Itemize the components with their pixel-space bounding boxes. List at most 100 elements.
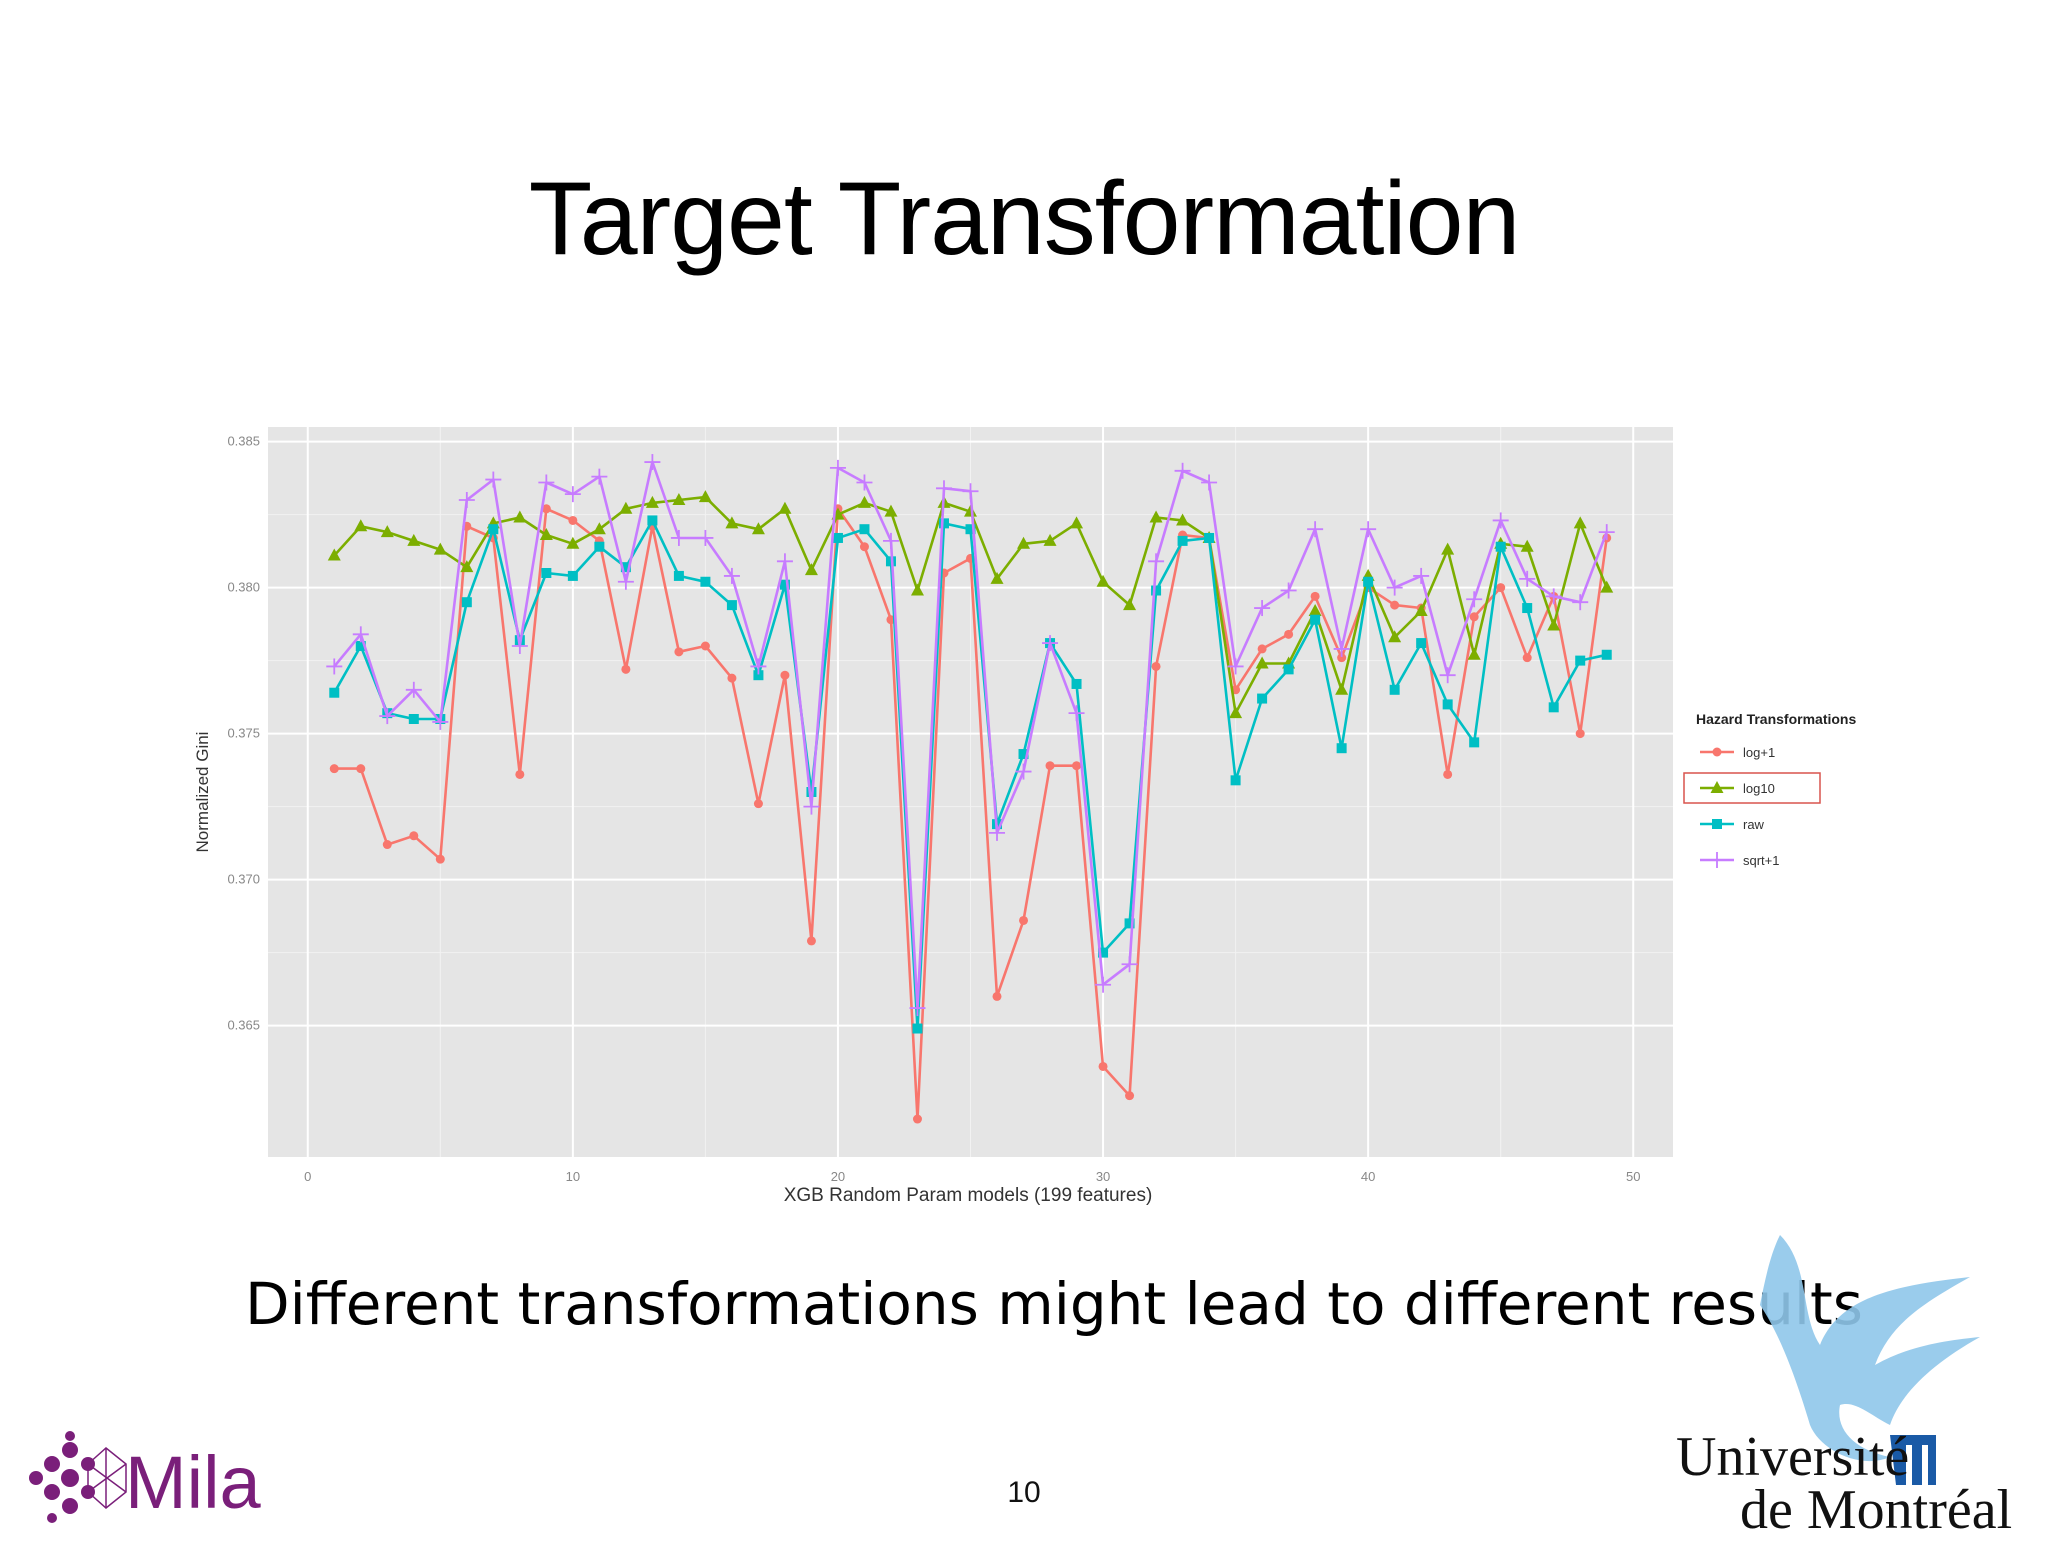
data-point (619, 501, 633, 514)
data-point (1230, 775, 1241, 786)
data-point (1333, 640, 1350, 657)
data-point (1151, 585, 1162, 596)
data-point (1441, 542, 1455, 555)
data-point (460, 560, 474, 573)
slide-title: Target Transformation (528, 161, 1521, 277)
y-axis-label: Normalized Gini (193, 732, 212, 853)
data-point (1442, 699, 1453, 710)
data-point (859, 542, 869, 552)
x-tick-label: 50 (1626, 1169, 1640, 1184)
data-point (909, 1000, 926, 1017)
data-point (1280, 582, 1297, 599)
legend-marker (1710, 781, 1724, 793)
data-point (1098, 947, 1109, 958)
data-point (1227, 658, 1244, 675)
y-axis-ticks: 0.365 0.370 0.375 0.380 0.385 (227, 434, 260, 1033)
data-point (1201, 474, 1218, 491)
data-point (1388, 630, 1402, 643)
legend-marker (1712, 747, 1722, 757)
data-point (1043, 533, 1057, 546)
data-point (1148, 553, 1165, 570)
udem-logo-line2: de Montréal (1740, 1479, 2013, 1541)
data-point (485, 471, 502, 488)
legend-item-sqrt+1: sqrt+1 (1700, 852, 1780, 868)
data-point (432, 713, 449, 730)
legend-item-log10: log10 (1683, 772, 1821, 804)
data-point (433, 542, 447, 555)
data-point (1019, 915, 1029, 925)
page-number: 10 (1007, 1476, 1041, 1509)
data-point (1336, 743, 1347, 754)
data-point (1174, 462, 1191, 479)
data-point (1360, 521, 1377, 538)
data-point (1575, 729, 1585, 739)
legend: Hazard Transformations log+1 log10 raw sqrt… (1683, 711, 1856, 868)
data-point (1573, 516, 1587, 529)
data-point (725, 516, 739, 529)
data-point (326, 658, 343, 675)
legend-marker (1709, 852, 1725, 868)
data-point (780, 670, 790, 680)
data-point (1151, 661, 1161, 671)
data-point (1283, 664, 1294, 675)
data-point (1257, 693, 1268, 704)
y-tick-label: 0.370 (227, 872, 260, 887)
data-point (859, 524, 870, 535)
data-point (965, 524, 976, 535)
data-point (1176, 513, 1190, 526)
data-point (912, 1114, 922, 1124)
data-point (644, 454, 661, 471)
data-point (776, 553, 793, 570)
data-point (1284, 629, 1294, 639)
data-point (1389, 684, 1400, 695)
data-point (990, 571, 1004, 584)
data-point (962, 483, 979, 500)
data-point (672, 493, 686, 505)
data-point (697, 529, 714, 546)
data-point (750, 658, 767, 675)
data-point (382, 840, 392, 850)
x-tick-label: 40 (1361, 1169, 1375, 1184)
data-point (1229, 706, 1243, 719)
data-point (992, 991, 1002, 1001)
mila-logo-icon (29, 1431, 127, 1523)
data-point (1575, 655, 1586, 666)
data-point (1177, 535, 1188, 546)
data-point (461, 597, 472, 608)
data-point (882, 532, 899, 549)
x-axis-ticks: 0 10 20 30 40 50 (304, 1169, 1640, 1184)
data-point (1070, 516, 1084, 529)
data-point (566, 536, 580, 549)
data-point (568, 515, 578, 525)
slide-caption: Different transformations might lead to … (245, 1270, 1863, 1338)
legend-marker (1712, 819, 1722, 829)
x-tick-label: 10 (566, 1169, 580, 1184)
legend-item-raw: raw (1700, 817, 1765, 832)
data-point (1416, 638, 1427, 649)
data-point (1601, 649, 1612, 660)
data-point (1308, 603, 1322, 616)
data-point (1121, 956, 1138, 973)
data-point (884, 504, 898, 517)
data-point (989, 824, 1006, 841)
data-point (620, 562, 631, 573)
data-point (1018, 749, 1029, 760)
data-point (329, 687, 340, 698)
data-point (1096, 574, 1110, 587)
data-point (356, 764, 366, 774)
data-point (700, 576, 711, 587)
data-point (1125, 1091, 1135, 1101)
data-point (621, 664, 631, 674)
data-point (1257, 644, 1267, 654)
data-point (1495, 541, 1506, 552)
series-lines (326, 454, 1615, 1124)
gini-line-chart: 0.365 0.370 0.375 0.380 0.385 0 10 20 30 40 50 No… (160, 405, 1930, 1230)
data-point (751, 522, 765, 535)
data-point (407, 533, 421, 546)
data-point (670, 529, 687, 546)
data-point (564, 486, 581, 503)
data-point (829, 459, 846, 476)
data-point (1522, 653, 1532, 663)
data-point (352, 626, 369, 643)
data-point (1598, 524, 1615, 541)
